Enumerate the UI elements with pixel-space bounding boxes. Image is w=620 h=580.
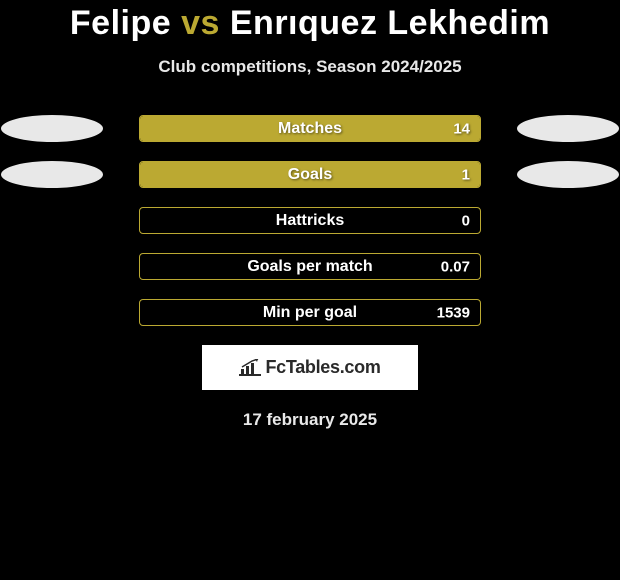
stat-row: Hattricks 0 [0,207,620,234]
stat-bar: Matches 14 [139,115,481,142]
left-ellipse [1,253,103,280]
stat-row: Min per goal 1539 [0,299,620,326]
right-ellipse [517,299,619,326]
right-ellipse [517,207,619,234]
right-ellipse [517,253,619,280]
brand-logo-inner: FcTables.com [239,357,380,378]
stat-bar: Goals per match 0.07 [139,253,481,280]
stat-label: Goals [288,166,332,184]
page-container: Felipe vs Enrıquez Lekhedim Club competi… [0,0,620,430]
left-ellipse [1,161,103,188]
stat-label: Goals per match [247,258,372,276]
stat-value: 1539 [437,304,470,321]
stat-label: Min per goal [263,304,357,322]
brand-logo: FcTables.com [202,345,418,390]
stat-bar: Goals 1 [139,161,481,188]
stat-row: Matches 14 [0,115,620,142]
stat-row: Goals 1 [0,161,620,188]
subtitle: Club competitions, Season 2024/2025 [0,57,620,77]
footer-date: 17 february 2025 [0,410,620,430]
stat-label: Matches [278,120,342,138]
stat-value: 0 [462,212,470,229]
stat-value: 14 [453,120,470,137]
vs-label: vs [181,4,220,42]
right-ellipse [517,115,619,142]
page-title: Felipe vs Enrıquez Lekhedim [0,4,620,43]
stat-bar: Hattricks 0 [139,207,481,234]
chart-icon [239,359,261,377]
player2-name: Enrıquez Lekhedim [230,4,550,42]
stat-row: Goals per match 0.07 [0,253,620,280]
stat-label: Hattricks [276,212,344,230]
stat-value: 0.07 [441,258,470,275]
left-ellipse [1,115,103,142]
left-ellipse [1,207,103,234]
right-ellipse [517,161,619,188]
left-ellipse [1,299,103,326]
stat-value: 1 [462,166,470,183]
stat-bar: Min per goal 1539 [139,299,481,326]
stats-list: Matches 14 Goals 1 Hattricks 0 Goals per match… [0,115,620,326]
player1-name: Felipe [70,4,171,42]
brand-logo-text: FcTables.com [265,357,380,378]
